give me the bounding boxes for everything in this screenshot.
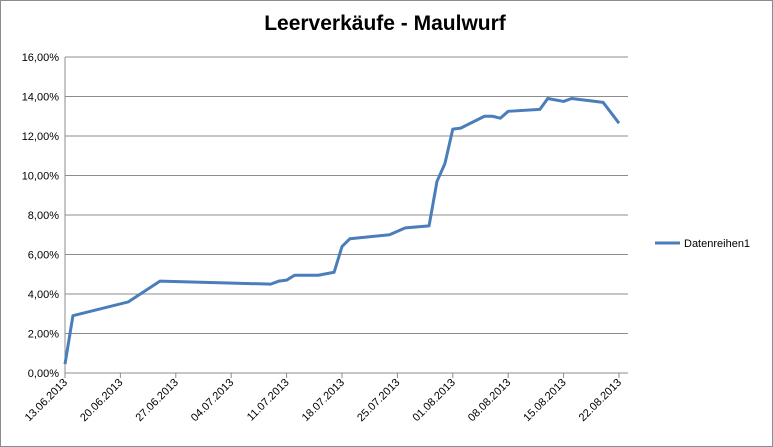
y-tick-label: 6,00% (28, 250, 59, 262)
y-tick-label: 2,00% (28, 329, 59, 341)
y-tick-label: 0,00% (28, 368, 59, 380)
chart-title: Leerverkäufe - Maulwurf (264, 12, 507, 35)
legend-label: Datenreihen1 (684, 238, 750, 250)
y-tick-label: 12,00% (22, 131, 60, 143)
data-line (63, 96, 621, 365)
y-tick-label: 4,00% (28, 289, 59, 301)
y-tick-label: 8,00% (28, 210, 59, 222)
y-tick-label: 14,00% (22, 92, 60, 104)
y-tick-label: 10,00% (22, 171, 60, 183)
y-tick-label: 16,00% (22, 52, 60, 64)
